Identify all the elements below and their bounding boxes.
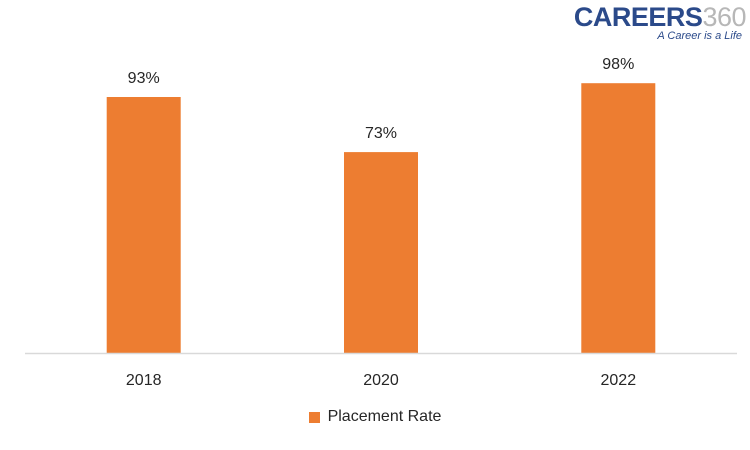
value-labels-group: 93% 73% 98%	[128, 56, 635, 142]
bar-2022	[581, 83, 656, 353]
careers360-logo: CAREERS360 A Career is a Life	[573, 2, 747, 42]
data-label-2020: 73%	[365, 125, 397, 142]
legend-label: Placement Rate	[327, 408, 442, 425]
logo-number: 360	[702, 2, 746, 32]
legend-swatch	[308, 411, 320, 423]
data-label-2018: 93%	[128, 70, 160, 87]
x-tick-labels-group: 2018 2020 2022	[126, 372, 636, 389]
bar-chart: 93% 73% 98% 2018 2020 2022	[25, 56, 737, 389]
bar-2020	[344, 152, 418, 353]
logo-wordmark: CAREERS360	[573, 2, 747, 32]
x-tick-2020: 2020	[363, 372, 399, 389]
x-tick-2022: 2022	[601, 372, 637, 389]
legend: Placement Rate	[0, 408, 750, 426]
bars-group	[106, 83, 656, 353]
x-tick-2018: 2018	[126, 372, 162, 389]
bar-2018	[106, 97, 181, 353]
data-label-2022: 98%	[602, 56, 634, 73]
logo-tagline: A Career is a Life	[657, 30, 742, 42]
logo-word: CAREERS	[573, 2, 703, 32]
